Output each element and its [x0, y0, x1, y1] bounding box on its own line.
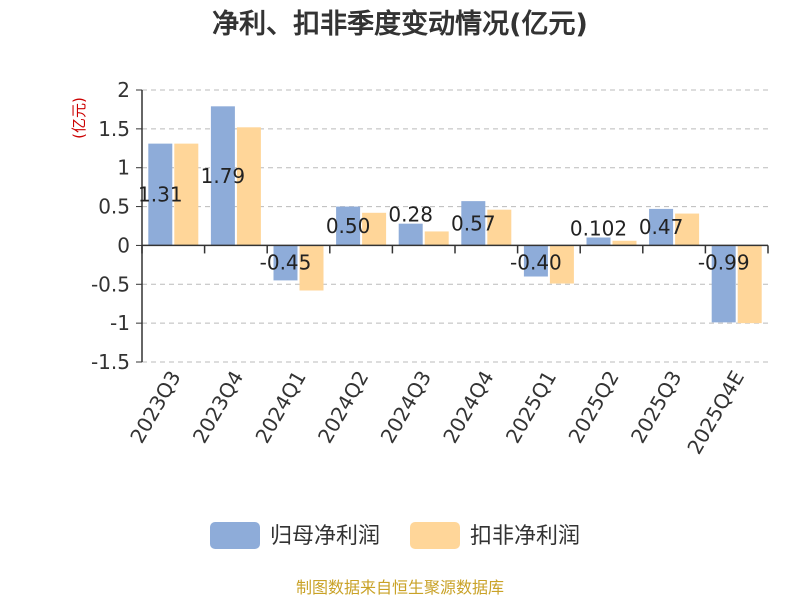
- y-tick-labels: 2 1.5 1 0.5 0 -0.5 -1 -1.5: [91, 78, 142, 374]
- x-tick-label-2025Q4E: 2025Q4E: [682, 367, 749, 459]
- bars: [148, 106, 762, 324]
- legend-label-series-2[interactable]: 扣非净利润: [470, 524, 580, 549]
- data-label-2025Q4E: -0.99: [698, 250, 750, 274]
- x-tick-label-2023Q4: 2023Q4: [188, 367, 248, 448]
- bar-series-1-2023Q4[interactable]: [210, 106, 235, 246]
- data-label-2025Q1: -0.40: [510, 250, 562, 274]
- y-tick-label: -0.5: [91, 272, 130, 296]
- x-tick-label-2023Q3: 2023Q3: [125, 367, 185, 448]
- axes: [141, 90, 769, 362]
- bar-series-2-2025Q4E[interactable]: [737, 245, 762, 324]
- data-source-note: 制图数据来自恒生聚源数据库: [296, 578, 504, 597]
- bar-series-2-2024Q1[interactable]: [299, 245, 324, 291]
- y-tick-label: -1.5: [91, 350, 130, 374]
- bar-series-1-2025Q2[interactable]: [586, 237, 611, 246]
- bar-series-1-2024Q4[interactable]: [461, 201, 486, 246]
- data-label-2023Q3: 1.31: [138, 183, 183, 207]
- bar-series-1-2025Q1[interactable]: [523, 245, 548, 277]
- y-tick-label: 1: [117, 156, 130, 180]
- bar-series-1-2024Q2[interactable]: [336, 206, 361, 246]
- data-label-2024Q4: 0.57: [451, 211, 496, 235]
- bar-series-2-2023Q4[interactable]: [236, 127, 261, 246]
- bar-series-1-2024Q1[interactable]: [273, 245, 298, 281]
- chart-title: 净利、扣非季度变动情况(亿元): [212, 8, 588, 40]
- y-axis-unit: (亿元): [70, 97, 88, 139]
- data-label-2025Q2: 0.102: [570, 217, 627, 241]
- data-label-2023Q4: 1.79: [201, 164, 246, 188]
- bar-series-2-2024Q3[interactable]: [424, 231, 449, 246]
- y-tick-label: 0.5: [98, 195, 130, 219]
- bar-series-1-2025Q3[interactable]: [649, 208, 674, 246]
- bar-series-2-2025Q3[interactable]: [675, 213, 700, 246]
- y-tick-label: 0: [117, 233, 130, 257]
- y-tick-label: -1: [110, 311, 130, 335]
- x-tick-label-2024Q2: 2024Q2: [313, 367, 373, 448]
- legend[interactable]: 归母净利润 扣非净利润: [210, 522, 580, 549]
- bar-series-1-2023Q3[interactable]: [148, 143, 173, 246]
- x-tick-label-2025Q2: 2025Q2: [563, 367, 623, 448]
- x-tick-label-2024Q4: 2024Q4: [438, 367, 498, 448]
- legend-swatch-series-1[interactable]: [210, 522, 260, 549]
- bar-series-1-2024Q3[interactable]: [398, 223, 423, 246]
- bar-series-2-2024Q4[interactable]: [487, 209, 512, 246]
- data-label-2024Q3: 0.28: [388, 203, 433, 227]
- bar-series-2-2024Q2[interactable]: [362, 212, 387, 246]
- data-label-2024Q1: -0.45: [260, 250, 312, 274]
- x-tick-label-2024Q1: 2024Q1: [250, 367, 310, 448]
- x-tick-labels: 2023Q3 2023Q4 2024Q1 2024Q2 2024Q3 2024Q4 2025…: [125, 367, 749, 459]
- data-label-2024Q2: 0.50: [326, 214, 371, 238]
- y-tick-label: 2: [117, 78, 130, 102]
- legend-label-series-1[interactable]: 归母净利润: [270, 524, 380, 549]
- legend-swatch-series-2[interactable]: [410, 522, 460, 549]
- bar-series-2-2025Q1[interactable]: [549, 245, 574, 284]
- bar-series-2-2023Q3[interactable]: [174, 143, 199, 246]
- data-label-2025Q3: 0.47: [639, 215, 684, 239]
- bar-series-2-2025Q2[interactable]: [612, 240, 637, 246]
- data-labels: 1.31 1.79 -0.45 0.50 0.28 0.57 -0.40 0.102 0.47-…: [138, 164, 750, 275]
- y-tick-label: 1.5: [98, 117, 130, 141]
- x-tick-label-2025Q3: 2025Q3: [626, 367, 686, 448]
- bar-series-1-2025Q4E[interactable]: [711, 245, 736, 323]
- x-tick-label-2025Q1: 2025Q1: [501, 367, 561, 448]
- x-tick-label-2024Q3: 2024Q3: [376, 367, 436, 448]
